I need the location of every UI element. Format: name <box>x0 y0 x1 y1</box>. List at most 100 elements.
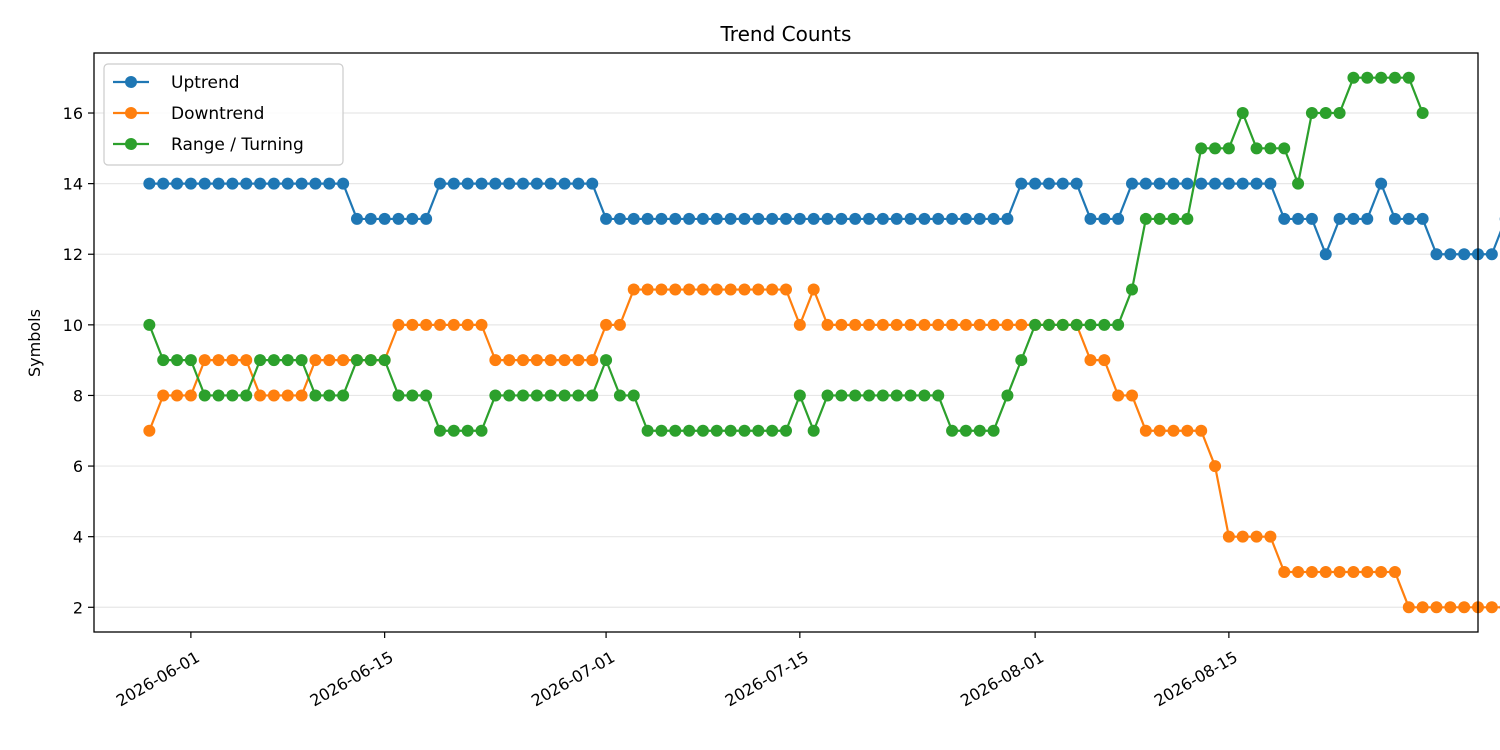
data-point <box>267 354 280 367</box>
data-point <box>821 389 834 402</box>
data-point <box>461 424 474 437</box>
data-point <box>1126 389 1138 402</box>
data-point <box>1347 71 1360 84</box>
data-point <box>1112 389 1125 402</box>
data-point <box>586 389 599 402</box>
data-point <box>1181 177 1194 190</box>
data-point <box>876 318 889 331</box>
data-point <box>572 354 585 367</box>
data-point <box>281 354 294 367</box>
data-point <box>157 354 170 367</box>
data-point <box>918 212 931 225</box>
data-point <box>143 424 156 437</box>
data-point <box>1126 283 1138 296</box>
data-point <box>876 212 889 225</box>
data-point <box>1001 318 1014 331</box>
data-point <box>987 212 1000 225</box>
data-point <box>1444 248 1457 261</box>
data-point <box>1388 212 1401 225</box>
data-point <box>558 389 571 402</box>
data-point <box>807 424 820 437</box>
data-point <box>1361 71 1374 84</box>
data-point <box>323 389 336 402</box>
data-point <box>226 389 239 402</box>
data-point <box>171 177 184 190</box>
data-point <box>613 212 626 225</box>
data-point <box>1098 354 1111 367</box>
data-point <box>143 318 156 331</box>
data-point <box>1222 142 1235 155</box>
legend-swatch-marker <box>125 76 137 88</box>
data-point <box>572 177 585 190</box>
series-range-turning <box>143 71 1429 437</box>
data-point <box>821 318 834 331</box>
data-point <box>1084 354 1097 367</box>
data-point <box>1333 212 1346 225</box>
data-point <box>738 424 751 437</box>
data-point <box>184 389 197 402</box>
data-point <box>544 389 557 402</box>
series-lines <box>143 71 1500 614</box>
data-point <box>1375 177 1388 190</box>
data-point <box>1250 177 1263 190</box>
data-point <box>1416 212 1429 225</box>
data-point <box>1153 212 1166 225</box>
data-point <box>1361 212 1374 225</box>
data-point <box>1319 565 1332 578</box>
data-point <box>1305 212 1318 225</box>
data-point <box>793 389 806 402</box>
data-point <box>489 177 502 190</box>
data-point <box>572 389 585 402</box>
data-point <box>710 283 723 296</box>
data-point <box>447 318 460 331</box>
legend: Uptrend Downtrend Range / Turning <box>103 63 344 166</box>
data-point <box>600 354 613 367</box>
data-point <box>890 389 903 402</box>
data-point <box>406 212 419 225</box>
data-point <box>641 424 654 437</box>
data-point <box>323 177 336 190</box>
data-point <box>212 354 225 367</box>
data-point <box>378 212 391 225</box>
data-point <box>1250 142 1263 155</box>
data-point <box>683 212 696 225</box>
data-point <box>434 424 446 437</box>
data-point <box>1195 142 1208 155</box>
data-point <box>669 283 682 296</box>
data-point <box>1278 142 1291 155</box>
legend-label: Uptrend <box>171 73 240 93</box>
data-point <box>240 177 253 190</box>
data-point <box>489 354 502 367</box>
data-point <box>683 283 696 296</box>
data-point <box>946 318 959 331</box>
data-point <box>1001 212 1014 225</box>
data-point <box>1444 601 1457 614</box>
y-tick-label: 16 <box>63 104 83 123</box>
data-point <box>1029 318 1042 331</box>
series-downtrend <box>143 283 1500 614</box>
data-point <box>1292 177 1305 190</box>
legend-swatch-marker <box>125 107 137 119</box>
data-point <box>835 212 848 225</box>
chart-title: Trend Counts <box>720 22 852 46</box>
data-point <box>364 212 377 225</box>
data-point <box>669 424 682 437</box>
data-point <box>461 318 474 331</box>
data-point <box>863 212 876 225</box>
data-point <box>1278 212 1291 225</box>
data-point <box>1222 177 1235 190</box>
data-point <box>904 212 917 225</box>
data-point <box>863 318 876 331</box>
data-point <box>1347 565 1360 578</box>
data-point <box>1153 177 1166 190</box>
data-point <box>1209 142 1222 155</box>
data-point <box>406 389 419 402</box>
data-point <box>337 354 350 367</box>
data-point <box>1042 177 1055 190</box>
data-point <box>1112 212 1125 225</box>
data-point <box>973 318 986 331</box>
data-point <box>1402 71 1415 84</box>
data-point <box>627 389 640 402</box>
data-point <box>530 177 543 190</box>
